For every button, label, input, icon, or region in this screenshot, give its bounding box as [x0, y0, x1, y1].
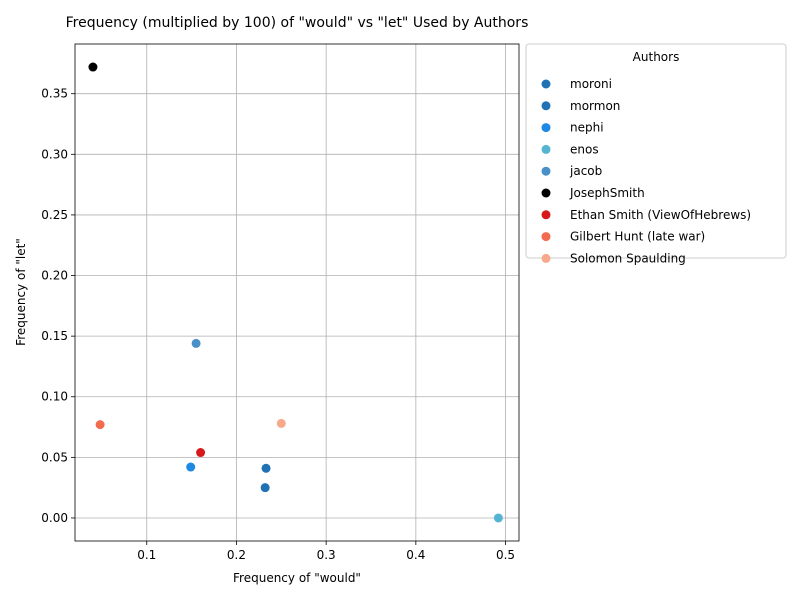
legend-entry-label: enos	[570, 142, 599, 156]
scatter-point	[191, 338, 201, 348]
y-tick-label: 0.15	[41, 329, 68, 343]
legend-box	[525, 43, 787, 259]
legend-marker	[541, 253, 551, 263]
y-tick-label: 0.20	[41, 269, 68, 283]
scatter-point	[493, 513, 503, 523]
legend-entry-label: mormon	[570, 99, 620, 113]
y-axis-label: Frequency of "let"	[14, 238, 28, 346]
legend-entry-label: moroni	[570, 77, 612, 91]
legend-marker	[541, 232, 551, 242]
legend-entry-label: Gilbert Hunt (late war)	[570, 230, 705, 244]
legend-marker	[541, 79, 551, 89]
legend-entry-label: nephi	[570, 121, 604, 135]
legend-marker	[541, 101, 551, 111]
scatter-point	[186, 462, 196, 472]
legend-marker	[541, 144, 551, 154]
x-axis-ticks: 0.1 0.2 0.3 0.4 0.5	[137, 541, 515, 562]
legend: Authors moroni mormon nephi enos jacob Joseph…	[525, 43, 787, 265]
scatter-point	[261, 463, 271, 473]
x-tick-label: 0.1	[137, 548, 156, 562]
y-tick-label: 0.00	[41, 511, 68, 525]
x-tick-label: 0.4	[406, 548, 425, 562]
y-tick-label: 0.05	[41, 450, 68, 464]
legend-marker	[541, 166, 551, 176]
scatter-point	[95, 420, 105, 430]
legend-marker	[541, 123, 551, 133]
x-tick-label: 0.5	[496, 548, 515, 562]
data-points	[88, 62, 503, 523]
scatter-point	[276, 418, 286, 428]
legend-entry-label: jacob	[569, 164, 602, 178]
y-tick-label: 0.35	[41, 87, 68, 101]
y-tick-label: 0.10	[41, 390, 68, 404]
legend-entry-label: Ethan Smith (ViewOfHebrews)	[570, 208, 751, 222]
legend-marker	[541, 188, 551, 198]
legend-entry-label: Solomon Spaulding	[570, 251, 686, 265]
x-tick-label: 0.2	[227, 548, 246, 562]
y-tick-label: 0.30	[41, 147, 68, 161]
legend-marker	[541, 210, 551, 220]
legend-items: moroni mormon nephi enos jacob JosephSmith Eth…	[541, 77, 751, 265]
scatter-point	[196, 448, 206, 458]
y-axis-ticks: 0.00 0.05 0.10 0.15 0.20 0.25 0.30 0.35	[41, 87, 75, 525]
legend-title: Authors	[633, 50, 680, 64]
chart-title: Frequency (multiplied by 100) of "would"…	[66, 15, 529, 31]
plot-area-frame	[74, 43, 520, 542]
scatter-point	[260, 483, 270, 493]
legend-entry-label: JosephSmith	[569, 186, 645, 200]
y-tick-label: 0.25	[41, 208, 68, 222]
grid-lines	[75, 44, 519, 541]
x-tick-label: 0.3	[317, 548, 336, 562]
x-axis-label: Frequency of "would"	[233, 571, 361, 585]
scatter-point	[88, 62, 98, 72]
